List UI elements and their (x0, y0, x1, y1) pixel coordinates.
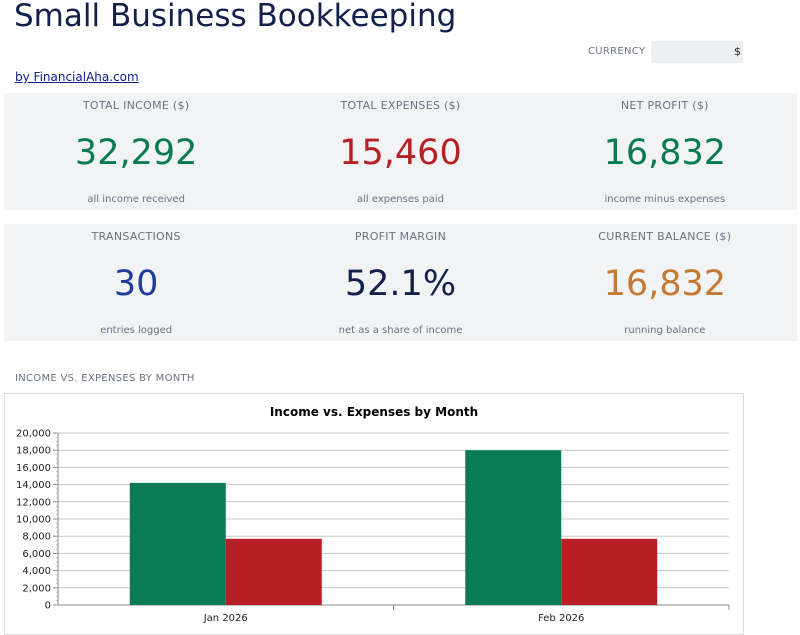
income-bar (465, 450, 562, 605)
card-value: 30 (113, 264, 159, 304)
y-tick-label: 12,000 (16, 497, 51, 508)
card-label: NET PROFIT ($) (620, 99, 709, 112)
summary-row-1: TOTAL INCOME ($) 32,292 all income recei… (4, 93, 797, 210)
card-subtitle: running balance (624, 325, 706, 336)
chart-section-heading: INCOME VS. EXPENSES BY MONTH (15, 373, 195, 384)
y-tick-label: 0 (45, 601, 51, 612)
y-tick-label: 10,000 (16, 515, 51, 526)
y-tick-label: 4,000 (22, 566, 51, 577)
y-tick-label: 6,000 (22, 549, 51, 560)
card-value: 32,292 (74, 133, 198, 173)
card-label: TRANSACTIONS (91, 230, 181, 243)
expense-bar (561, 538, 658, 605)
card-value: 16,832 (603, 133, 727, 173)
card-label: TOTAL INCOME ($) (82, 99, 190, 112)
income-bar (129, 482, 226, 605)
y-tick-label: 20,000 (16, 429, 51, 440)
total-income-card: TOTAL INCOME ($) 32,292 all income recei… (4, 93, 268, 210)
y-tick-label: 18,000 (16, 446, 51, 457)
y-tick-label: 16,000 (16, 463, 51, 474)
card-subtitle: all expenses paid (357, 194, 444, 205)
transactions-card: TRANSACTIONS 30 entries logged (4, 224, 268, 341)
card-label: TOTAL EXPENSES ($) (340, 99, 461, 112)
chart-panel: Income vs. Expenses by Month 0 2,000 4,000… (4, 393, 744, 635)
total-expenses-card: TOTAL EXPENSES ($) 15,460 all expenses p… (268, 93, 532, 210)
summary-row-2: TRANSACTIONS 30 entries logged PROFIT MA… (4, 224, 797, 341)
current-balance-card: CURRENT BALANCE ($) 16,832 running balan… (533, 224, 797, 341)
card-subtitle: all income received (87, 194, 185, 205)
card-subtitle: income minus expenses (604, 194, 726, 205)
x-tick-label: Jan 2026 (203, 613, 248, 624)
currency-label: CURRENCY (588, 46, 646, 57)
card-value: 15,460 (339, 133, 462, 173)
y-tick-label: 8,000 (22, 532, 51, 543)
card-value: 16,832 (603, 264, 727, 304)
chart-title: Income vs. Expenses by Month (270, 405, 478, 419)
card-label: PROFIT MARGIN (354, 230, 447, 243)
x-tick-label: Feb 2026 (538, 613, 584, 624)
currency-value: $ (734, 45, 741, 58)
byline-link[interactable]: by FinancialAha.com (15, 70, 139, 84)
card-label: CURRENT BALANCE ($) (598, 230, 732, 243)
net-profit-card: NET PROFIT ($) 16,832 income minus expen… (533, 93, 797, 210)
page-title: Small Business Bookkeeping (14, 0, 457, 34)
expense-bar (225, 538, 322, 605)
currency-field[interactable]: $ (651, 41, 743, 63)
y-tick-label: 14,000 (16, 480, 51, 491)
card-subtitle: entries logged (100, 325, 173, 336)
y-tick-label: 2,000 (22, 583, 51, 594)
profit-margin-card: PROFIT MARGIN 52.1% net as a share of in… (268, 224, 532, 341)
card-value: 52.1% (344, 264, 457, 304)
income-expenses-chart: Income vs. Expenses by Month 0 2,000 4,000… (16, 405, 730, 624)
card-subtitle: net as a share of income (338, 325, 463, 336)
